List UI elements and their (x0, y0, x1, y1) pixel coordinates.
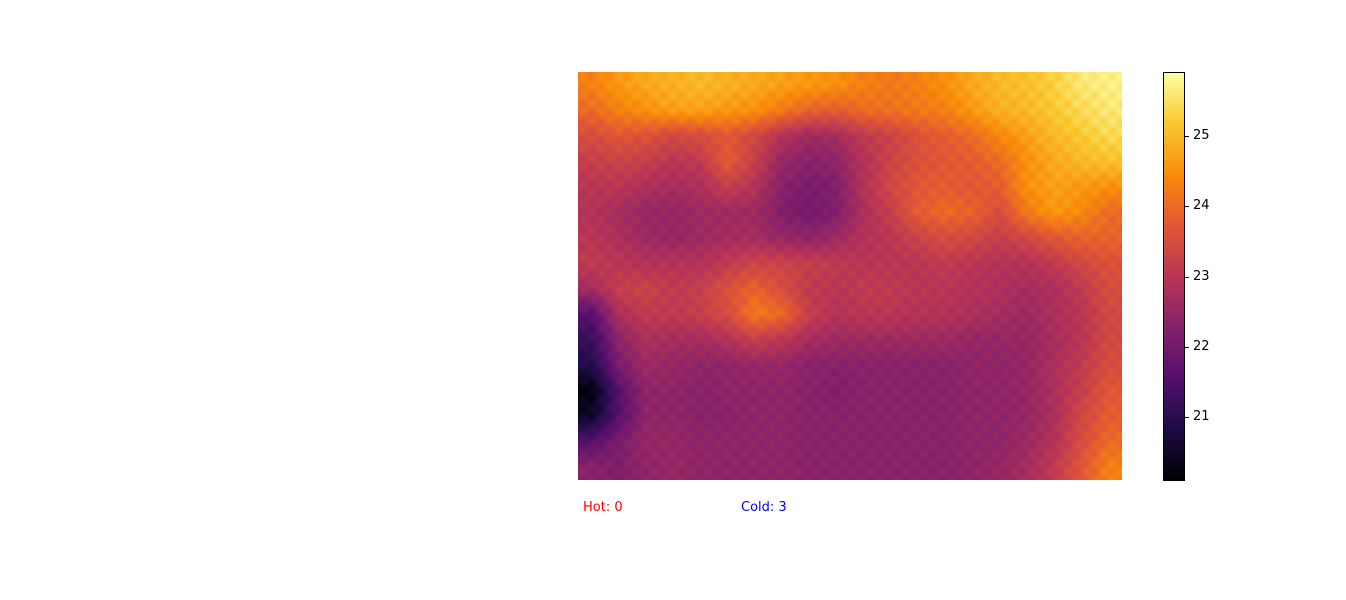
colorbar-tick (1184, 347, 1189, 348)
colorbar-tick-label: 21 (1193, 409, 1210, 424)
heatmap-image (578, 72, 1122, 480)
colorbar-tick-label: 25 (1193, 128, 1210, 143)
colorbar-tick (1184, 277, 1189, 278)
colorbar-tick-label: 23 (1193, 269, 1210, 284)
hot-count-label: Hot: 0 (583, 500, 623, 515)
colorbar-tick-label: 24 (1193, 198, 1210, 213)
colorbar-tick-label: 22 (1193, 339, 1210, 354)
colorbar-tick (1184, 417, 1189, 418)
cold-count-label: Cold: 3 (741, 500, 787, 515)
colorbar-gradient (1164, 73, 1184, 480)
colorbar-tick (1184, 136, 1189, 137)
colorbar-tick (1184, 206, 1189, 207)
